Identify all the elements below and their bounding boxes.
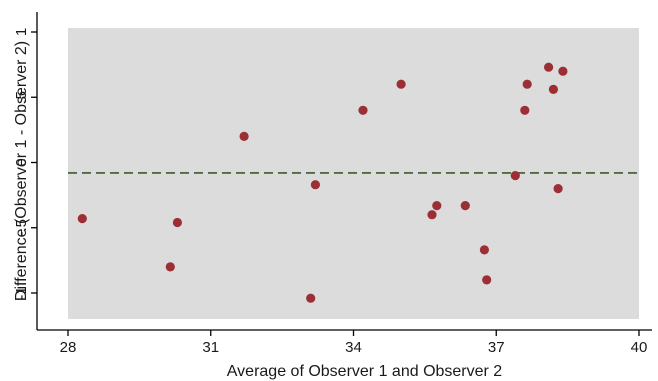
x-tick-label: 34 [345,339,362,356]
axes: 1 .5 0 -.5 -1 28 31 34 37 40 [13,12,652,356]
y-tick-label: .5 [13,91,30,104]
data-points [77,62,568,303]
data-point-17 [544,62,554,72]
x-tick-label: 28 [60,339,77,356]
x-tick-label: 37 [488,339,505,356]
y-tick-label: -.5 [13,219,30,237]
data-point-11 [460,201,470,211]
data-point-9 [427,210,437,220]
y-axis-title: Difference (Observer 1 - Observer 2) [13,41,30,301]
data-point-4 [239,131,249,141]
x-tick-label: 40 [631,339,648,356]
y-tick-label: 0 [13,158,30,166]
data-point-3 [172,217,182,228]
data-point-20 [558,66,568,76]
data-point-10 [432,201,442,211]
y-tick-label: -1 [13,286,30,299]
data-point-8 [396,79,406,89]
data-point-5 [306,293,316,303]
data-point-12 [479,245,489,255]
data-point-18 [548,84,559,94]
x-axis-title: Average of Observer 1 and Observer 2 [227,363,503,380]
data-point-6 [310,180,320,190]
data-point-19 [553,184,563,194]
x-tick-label: 31 [202,339,219,356]
data-point-2 [165,262,175,272]
data-point-14 [510,171,520,181]
data-point-16 [522,79,532,89]
data-point-1 [77,214,87,224]
data-point-13 [482,275,492,285]
data-point-7 [358,105,368,115]
data-point-15 [520,105,530,115]
y-tick-label: 1 [13,28,30,36]
